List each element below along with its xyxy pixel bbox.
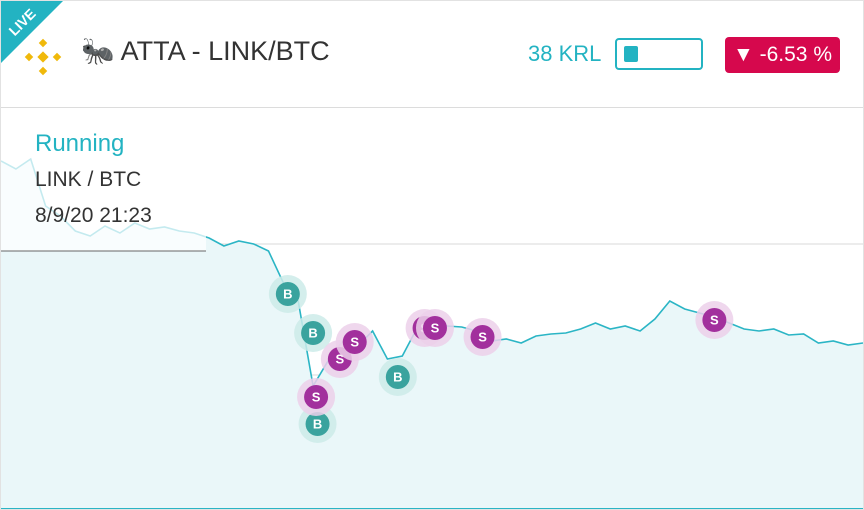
change-value: -6.53 % — [759, 43, 832, 66]
trade-marker: B — [268, 275, 307, 313]
marker-dot — [342, 330, 367, 354]
status-state: Running — [35, 130, 125, 157]
marker-dot — [301, 321, 326, 345]
marker-label: S — [478, 329, 487, 344]
marker-label: B — [393, 369, 402, 384]
exchange-logo — [24, 38, 62, 76]
fade — [1, 111, 206, 251]
change-arrow: ▼ — [732, 43, 754, 66]
marker-label: B — [308, 325, 317, 340]
trade-marker: B — [294, 314, 333, 352]
marker-label: B — [313, 416, 322, 431]
balance: 38 KRL — [528, 41, 602, 66]
trade-marker: S — [297, 378, 336, 416]
status-time: 8/9/20 21:23 — [35, 204, 152, 227]
trade-marker: S — [695, 301, 734, 339]
bot-title: 🐜 ATTA - LINK/BTC — [81, 35, 330, 67]
trade-marker: S — [463, 318, 502, 356]
trade-marker: S — [415, 309, 454, 347]
balance-bar — [615, 38, 703, 70]
marker-dot — [385, 365, 410, 389]
marker-dot — [305, 412, 330, 436]
trade-marker: B — [298, 405, 337, 443]
marker-dot — [470, 325, 495, 349]
live-ribbon: LIVE — [1, 1, 63, 63]
marker-label: S — [312, 389, 321, 404]
header: LIVE 🐜 ATTA - LINK/BTC 38 KRL ▼ -6.53 % — [1, 1, 863, 108]
marker-dot — [702, 308, 727, 332]
trade-marker: S — [335, 323, 374, 361]
balance-bar-fill — [624, 46, 638, 62]
status: Running LINK / BTC 8/9/20 21:23 — [35, 129, 152, 231]
marker-dot — [422, 316, 447, 340]
marker-label: S — [350, 334, 359, 349]
marker-label: S — [431, 320, 440, 335]
marker-label: S — [336, 351, 345, 366]
marker-label: S — [710, 312, 719, 327]
change-badge: ▼ -6.53 % — [725, 37, 840, 73]
marker-dot — [304, 385, 329, 409]
trade-marker: B — [378, 358, 417, 396]
bot-name: ATTA - LINK/BTC — [120, 36, 330, 66]
marker-label: B — [283, 286, 292, 301]
status-pair: LINK / BTC — [35, 168, 142, 191]
bot-icon: 🐜 — [81, 36, 115, 66]
marker-dot — [275, 282, 300, 306]
